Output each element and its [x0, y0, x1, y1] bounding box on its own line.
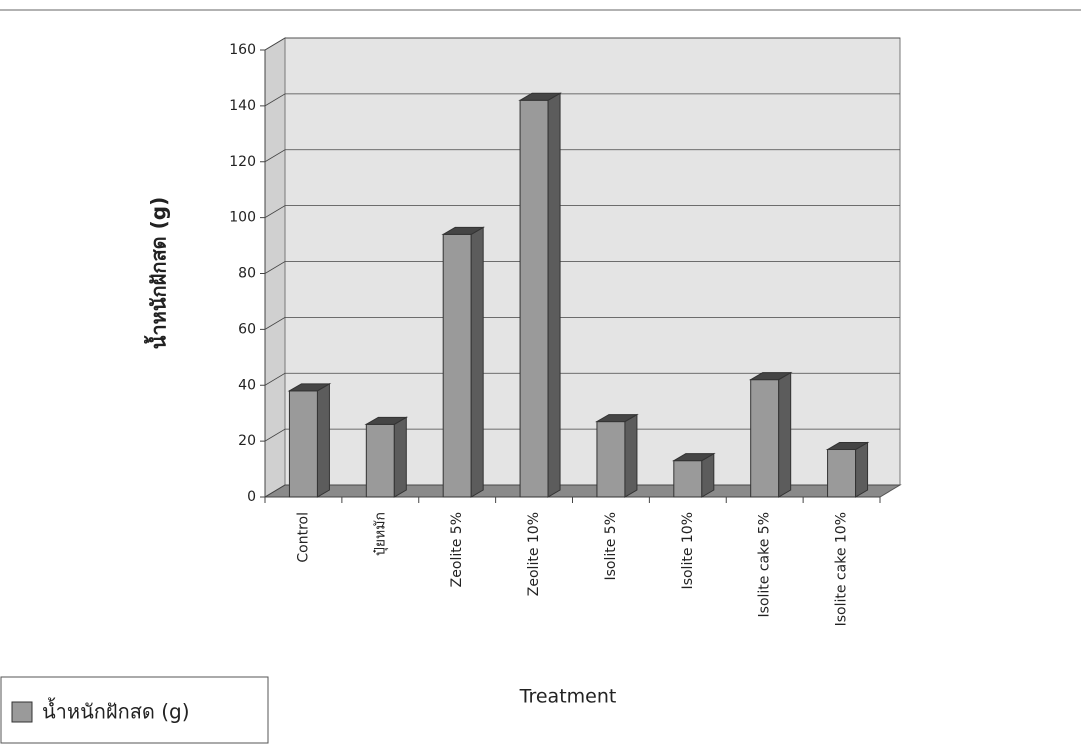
y-tick-label: 20 [238, 433, 256, 449]
legend-swatch [11, 701, 33, 723]
bar-front [365, 423, 395, 498]
y-axis-label: น้ำหนักฝักสด (g) [144, 197, 171, 349]
legend-label: น้ำหนักฝักสด (g) [42, 698, 190, 724]
x-tick-label: Zeolite 10% [526, 512, 542, 596]
grid-line [264, 149, 900, 163]
bar-top [364, 416, 409, 425]
bar [441, 226, 486, 498]
bar [364, 416, 409, 498]
x-tick-label: Isolite cake 5% [757, 512, 773, 617]
y-tick-label: 80 [238, 266, 256, 282]
bar-side [855, 441, 869, 498]
bar-top [595, 414, 639, 423]
bar-top [671, 453, 716, 462]
x-tick-label: Isolite 5% [603, 512, 619, 581]
grid-line [264, 205, 900, 218]
grid-line [264, 93, 900, 107]
bar-top [748, 372, 793, 381]
bar-side [316, 382, 330, 498]
legend [0, 676, 269, 744]
grid-line [264, 261, 900, 274]
floor [263, 484, 902, 498]
x-tick-label: Control [295, 512, 311, 563]
bar [595, 413, 639, 498]
bar-front [673, 460, 703, 498]
x-tick-label: Zeolite 5% [449, 512, 465, 587]
bar-side [624, 413, 638, 498]
x-axis-label: Treatment [519, 686, 617, 708]
bar-front [519, 99, 549, 498]
bar-side [393, 416, 407, 498]
x-tick-label: Isolite 10% [680, 512, 696, 589]
grid-line [264, 428, 900, 442]
y-tick-label: 160 [229, 42, 256, 58]
bar [518, 92, 562, 498]
bar-front [596, 421, 626, 498]
y-tick-label: 120 [229, 154, 256, 170]
y-tick-label: 100 [229, 210, 256, 226]
bar-top [825, 442, 870, 451]
bar-front [750, 379, 780, 498]
bar-side [547, 92, 561, 498]
y-tick-label: 60 [238, 321, 256, 337]
bar-top [518, 92, 562, 101]
grid-line [264, 316, 900, 330]
bar [748, 371, 793, 498]
bar [671, 452, 716, 498]
x-tick-label: ปุ๋ยหมัก [372, 512, 388, 556]
bar-top [287, 383, 332, 392]
grid-line [264, 372, 900, 386]
y-tick-label: 0 [247, 489, 256, 505]
bar-front [288, 390, 318, 498]
bar [825, 441, 870, 498]
bar-side [470, 226, 484, 498]
bar-front [827, 449, 857, 498]
y-tick-label: 40 [238, 377, 256, 393]
bar-side [778, 371, 792, 498]
bar-front [442, 233, 472, 498]
bar-top [441, 226, 486, 235]
x-tick-label: Isolite cake 10% [834, 512, 850, 626]
y-tick-label: 140 [229, 98, 256, 114]
bar [287, 382, 332, 498]
grid-line [264, 37, 900, 51]
